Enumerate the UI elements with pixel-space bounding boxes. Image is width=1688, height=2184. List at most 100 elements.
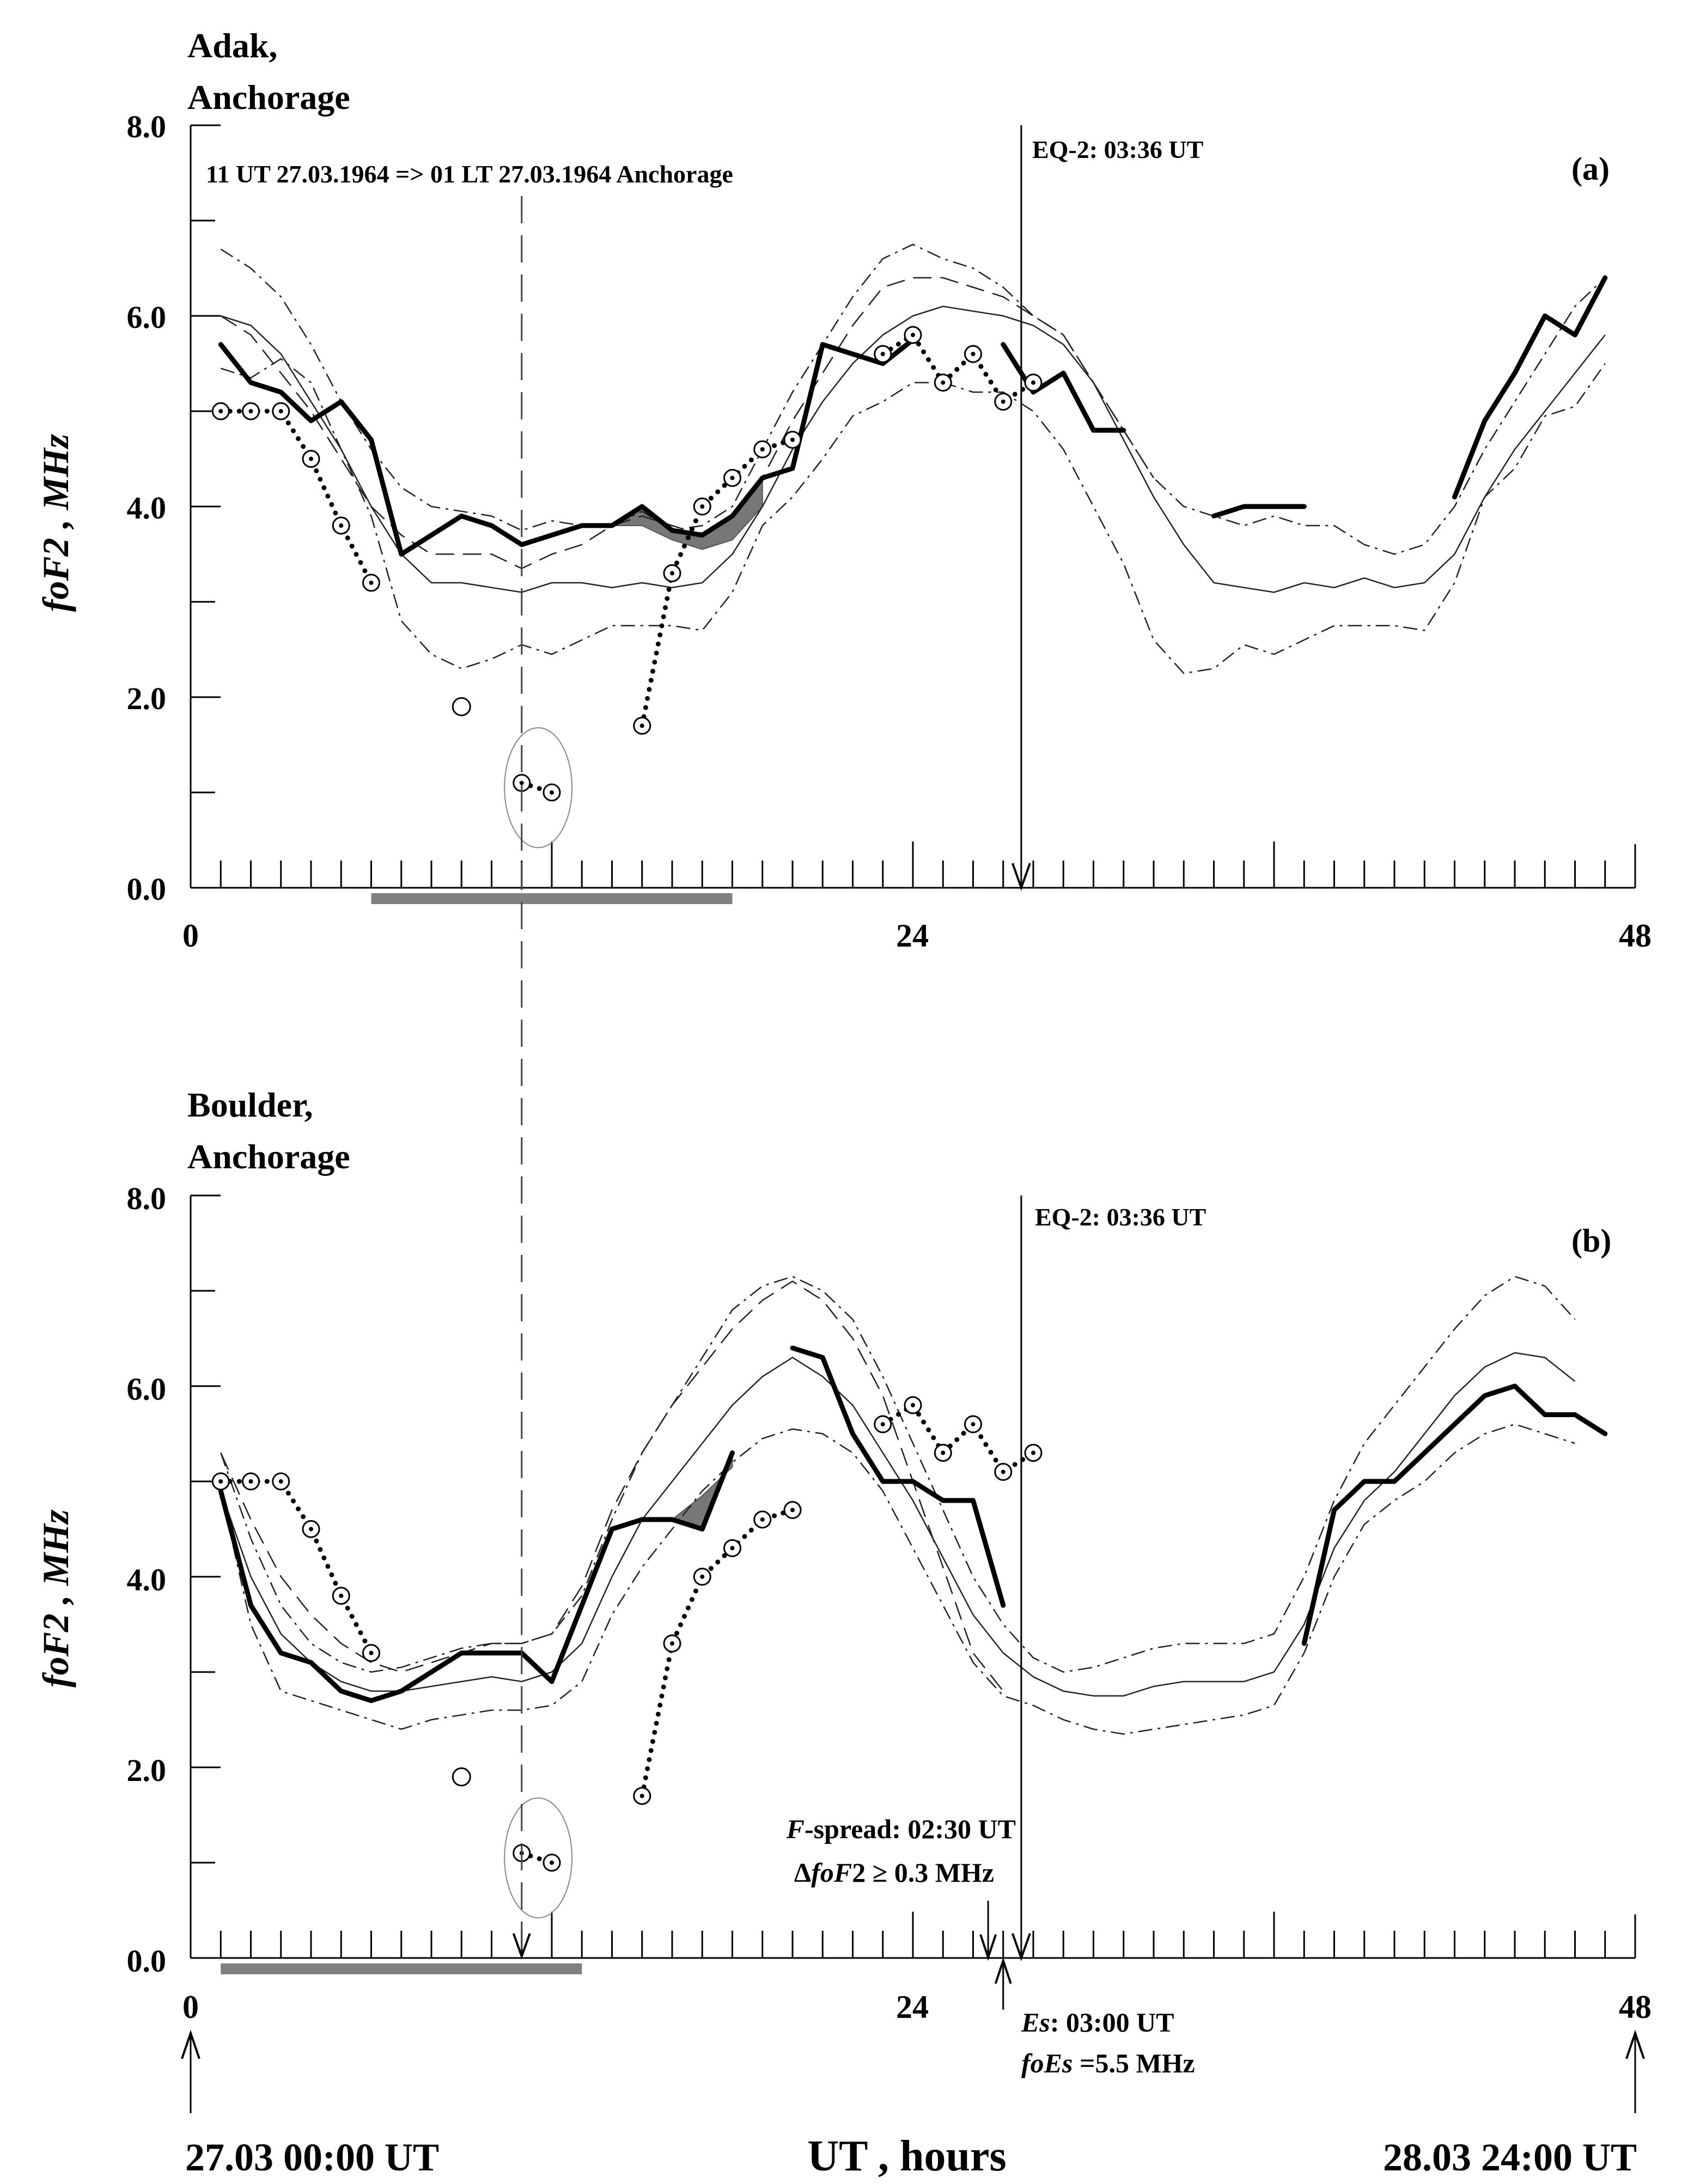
series-upper-quartile [220,1276,1576,1673]
x-tick-label: 24 [896,1989,929,2025]
data-point-dot [1031,1450,1035,1455]
data-point-dot [278,1479,283,1484]
data-point-dot [790,1508,795,1512]
f-spread-annotation: F-spread: 02:30 UT ΔfoF2 ≥ 0.3 MHz Es: 0… [786,1814,1195,2078]
y-tick-label: 2.0 [127,1753,167,1788]
data-point-dot [670,571,674,576]
data-point-dot [790,437,795,442]
night-bar [371,893,733,904]
series-adak-observed-fof2 [1211,504,1307,518]
data-point-dot [911,1403,915,1407]
data-point-dot [339,523,344,528]
data-point-dot [309,1527,313,1532]
start-arrow-head [181,2029,200,2059]
series-median [220,306,1606,593]
f-spread-label: F-spread: 02:30 UT [786,1814,1016,1844]
data-point-dot [639,723,644,728]
highlight-ellipse [504,727,573,849]
data-point-dot [971,1422,976,1426]
panel-a-ylabel: foF2 , MHz [35,434,76,612]
x-tick-label: 0 [182,1989,199,2025]
data-point-dot [369,581,374,585]
series-boulder-observed-fof2 [218,1450,735,1703]
earthquake-arrow [1011,863,1031,891]
panel-b-marks [190,1194,1636,1974]
data-point-dot [309,456,313,461]
delta-fof2-label: ΔfoF2 ≥ 0.3 MHz [794,1857,994,1888]
data-point-dot [941,380,946,385]
y-tick-label: 0.0 [127,1943,167,1979]
series-upper-quartile [220,243,1606,555]
x-tick-label: 48 [1619,918,1652,954]
y-tick-label: 4.0 [127,1562,167,1597]
foes-label: foEs =5.5 MHz [1021,2048,1195,2078]
night-bar [221,1963,582,1974]
panel-b-subtitle: Anchorage [187,1137,350,1176]
series-adak-observed-fof2 [1452,275,1608,499]
f-spread-arrow-head [979,1934,997,1961]
panel-a-label: (a) [1571,151,1610,187]
data-point-dot [730,475,735,480]
highlight-ellipse [504,1797,573,1919]
data-point-dot [1001,399,1006,404]
series-lower-quartile [220,1423,1575,1735]
panel-b-x-tick-labels: 0 24 48 [182,1989,1652,2025]
data-point-dot [700,504,705,509]
series-upper-decile [220,1280,1004,1692]
data-point-dot [550,1860,554,1865]
x-tick-label: 48 [1619,1989,1652,2025]
end-arrow-head [1625,2029,1645,2059]
data-point-dot [339,1594,344,1598]
data-point-dot [519,780,524,785]
series-lower-quartile [220,358,1606,674]
data-point-dot [911,333,915,337]
panel-b-eq-label: EQ-2: 03:36 UT [1035,1203,1206,1231]
series-boulder-observed-fof2 [790,1345,1006,1608]
data-point-dot [971,352,976,356]
panel-b-title: Boulder, [187,1085,313,1124]
panel-a: Adak, Anchorage 11 UT 27.03.1964 => 01 L… [35,26,1652,954]
isolated-point [452,697,471,716]
y-tick-label: 0.0 [127,871,167,907]
panel-b: Boulder, Anchorage EQ-2: 03:36 UT (b) fo… [35,1085,1652,2078]
data-point-dot [369,1651,374,1655]
data-point-dot [760,447,765,452]
data-point-dot [248,1479,253,1484]
data-point-dot [730,1546,735,1551]
series-anchorage-observed-fof2 [639,1508,795,1798]
panel-a-subtitle: Anchorage [187,78,350,117]
data-point-dot [941,1450,946,1455]
series-upper-decile [220,277,1155,570]
panel-b-y-tick-labels: 0.0 2.0 4.0 6.0 8.0 [127,1181,167,1979]
isolated-point [452,1767,471,1786]
data-point-dot [550,790,554,795]
start-date-label: 27.03 00:00 UT [185,2136,439,2179]
x-tick-label: 0 [182,918,199,954]
data-point-dot [700,1575,705,1579]
end-date-label: 28.03 24:00 UT [1383,2136,1637,2179]
series-boulder-observed-fof2 [1301,1383,1608,1646]
data-point-dot [880,352,885,356]
data-point-dot [1031,380,1035,385]
data-point-dot [880,1422,885,1426]
panel-b-ylabel: foF2 , MHz [35,1509,76,1687]
series-anchorage-observed-fof2 [639,437,795,728]
series-adak-observed-fof2 [218,337,916,557]
es-label: Es: 03:00 UT [1021,2007,1174,2037]
y-tick-label: 6.0 [127,300,167,335]
series-anchorage-observed-fof2 [218,408,374,585]
data-point-dot [639,1793,644,1798]
panel-a-x-tick-labels: 0 24 48 [182,918,1652,954]
y-tick-label: 6.0 [127,1371,167,1407]
panel-b-label: (b) [1571,1223,1611,1259]
panel-a-title: Adak, [187,26,277,65]
data-point-dot [218,1479,223,1484]
earthquake-arrow [1011,1933,1031,1961]
data-point-dot [248,409,253,413]
dashed-marker-arrow [512,1933,531,1960]
data-point-dot [1001,1469,1006,1474]
y-tick-label: 8.0 [127,109,167,144]
series-median [220,1352,1576,1697]
data-point-dot [670,1641,674,1646]
